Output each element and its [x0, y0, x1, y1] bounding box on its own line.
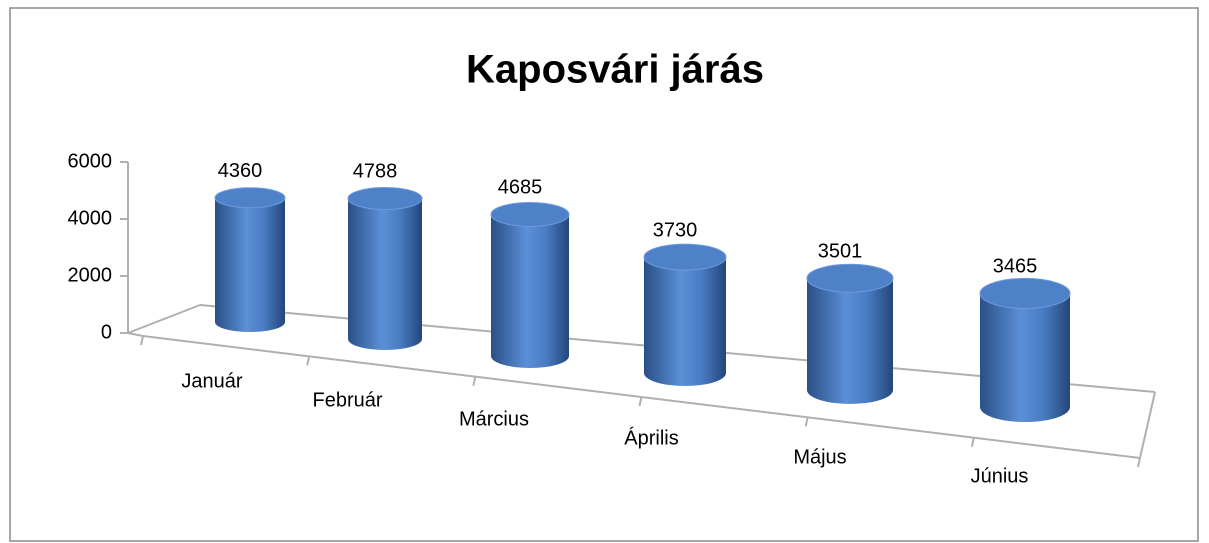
- y-tick-label: 6000: [68, 150, 113, 172]
- value-label: 3465: [993, 256, 1038, 278]
- chart-border: [9, 7, 1199, 542]
- y-tick-label: 4000: [68, 207, 113, 229]
- x-tick-label: Január: [181, 370, 242, 392]
- bar: [807, 278, 893, 404]
- bar-top: [979, 277, 1071, 309]
- x-tick-label: Február: [312, 389, 382, 411]
- value-label: 4685: [498, 177, 543, 199]
- bar-top: [643, 243, 727, 271]
- x-tick-label: Április: [624, 426, 678, 449]
- x-tick: [472, 376, 477, 386]
- x-tick-label: Március: [459, 408, 529, 430]
- x-tick: [804, 417, 809, 427]
- value-label: 3730: [653, 219, 698, 241]
- x-tick-label: Június: [971, 465, 1029, 487]
- bar: [348, 198, 422, 350]
- bar: [980, 293, 1070, 422]
- x-tick: [1137, 457, 1141, 468]
- x-tick: [140, 335, 144, 346]
- bar: [491, 214, 569, 368]
- value-label: 4360: [218, 160, 263, 182]
- value-label: 3501: [818, 241, 863, 263]
- x-tick-label: Május: [793, 446, 846, 468]
- bar: [215, 197, 285, 332]
- bar-top: [214, 187, 286, 209]
- bar: [644, 257, 726, 386]
- x-tick: [970, 437, 975, 447]
- bar-top: [347, 186, 423, 210]
- bar-top: [490, 201, 570, 227]
- x-tick: [638, 396, 643, 407]
- bar-top: [806, 263, 894, 293]
- chart-title: Kaposvári járás: [466, 48, 764, 92]
- y-tick-label: 0: [101, 321, 112, 343]
- value-label: 4788: [353, 161, 398, 183]
- x-tick: [306, 356, 311, 366]
- y-tick-label: 2000: [68, 264, 113, 286]
